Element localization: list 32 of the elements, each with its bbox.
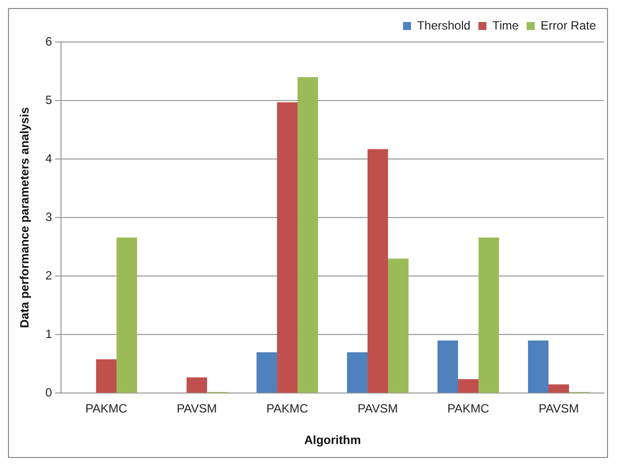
bar [528, 340, 548, 393]
bar [116, 238, 138, 393]
x-tick-label: PAKMC [85, 402, 128, 416]
y-tick-label: 1 [45, 326, 52, 341]
legend-label: Error Rate [540, 18, 596, 32]
y-axis-title: Data performance parameters analysis [18, 106, 32, 328]
y-tick-label: 4 [45, 151, 52, 166]
y-tick-label: 6 [45, 34, 52, 48]
y-tick-label: 0 [45, 386, 52, 400]
bar [298, 77, 318, 393]
bar [458, 379, 479, 393]
bar [388, 258, 409, 393]
bar [186, 377, 208, 393]
bar [96, 359, 117, 393]
bar [256, 352, 278, 393]
legend-label: Time [492, 18, 519, 32]
legend-label: Thershold [417, 18, 470, 32]
x-tick-label: PAVSM [538, 402, 579, 416]
bar [438, 340, 458, 393]
y-tick-label: 2 [45, 268, 52, 282]
y-tick-label: 5 [45, 92, 52, 107]
bar [347, 352, 368, 393]
bar [478, 238, 500, 393]
x-tick-label: PAKMC [266, 402, 309, 416]
y-tick-label: 3 [45, 210, 52, 224]
bar [277, 102, 298, 393]
x-tick-label: PAVSM [176, 402, 217, 416]
x-axis-title: Algorithm [304, 433, 361, 448]
x-tick-label: PAVSM [358, 402, 398, 416]
bar [368, 149, 388, 393]
bar [548, 384, 570, 393]
x-tick-label: PAKMC [447, 402, 490, 416]
